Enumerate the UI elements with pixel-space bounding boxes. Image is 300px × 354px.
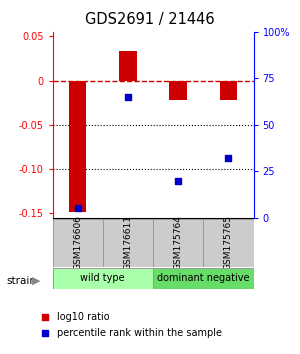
Bar	[153, 219, 203, 267]
Point	[226, 155, 231, 161]
Point	[75, 206, 80, 211]
Text: GDS2691 / 21446: GDS2691 / 21446	[85, 12, 215, 27]
Text: wild type: wild type	[80, 273, 125, 283]
Text: GSM176611: GSM176611	[123, 215, 132, 270]
Text: GSM175764: GSM175764	[174, 215, 183, 270]
Point	[43, 314, 47, 320]
Bar	[119, 51, 137, 80]
Text: GSM176606: GSM176606	[73, 215, 82, 270]
Point	[176, 178, 181, 183]
Bar	[52, 268, 153, 289]
Bar	[153, 268, 254, 289]
Point	[43, 330, 47, 336]
Text: dominant negative: dominant negative	[157, 273, 250, 283]
Text: log10 ratio: log10 ratio	[57, 312, 110, 322]
Bar	[169, 80, 187, 100]
Text: GSM175765: GSM175765	[224, 215, 233, 270]
Bar	[220, 80, 237, 100]
Text: ▶: ▶	[32, 276, 40, 286]
Bar	[69, 80, 86, 211]
Bar	[203, 219, 254, 267]
Text: strain: strain	[6, 276, 36, 286]
Bar	[52, 219, 103, 267]
Text: percentile rank within the sample: percentile rank within the sample	[57, 328, 222, 338]
Point	[125, 94, 130, 100]
Bar	[103, 219, 153, 267]
